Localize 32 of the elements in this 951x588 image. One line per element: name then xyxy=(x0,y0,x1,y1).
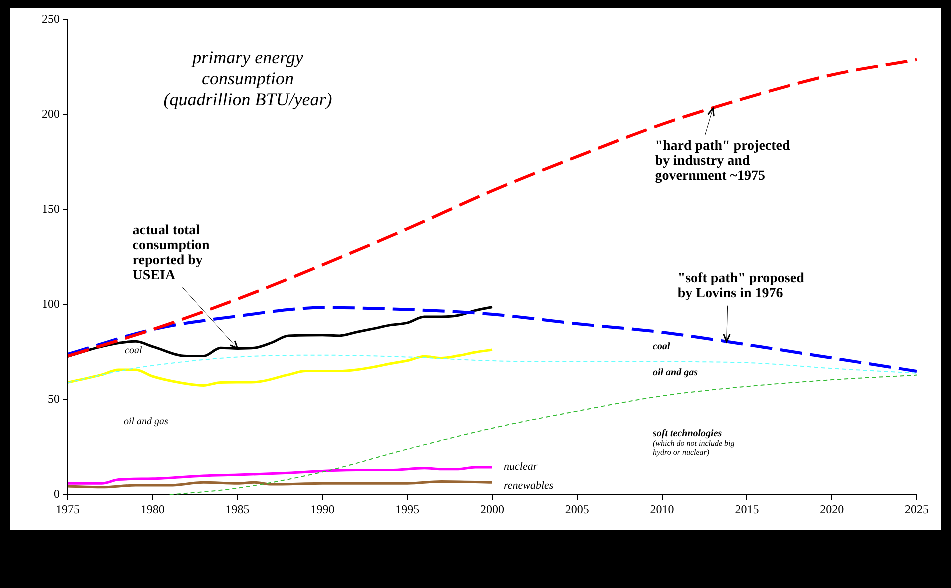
annotation: renewables xyxy=(504,480,554,492)
x-tick-label: 2005 xyxy=(565,502,590,516)
line-series xyxy=(68,354,917,384)
y-tick-label: 100 xyxy=(42,297,60,312)
annotation: oil and gas xyxy=(653,368,698,379)
line-series xyxy=(68,466,494,485)
annotation: (which do not include big hydro or nuclear) xyxy=(653,439,735,458)
x-tick-label: 1990 xyxy=(310,502,335,516)
y-tick-label: 150 xyxy=(42,202,60,216)
x-tick-label: 2000 xyxy=(480,502,504,516)
y-tick-label: 0 xyxy=(54,487,60,502)
annotation: soft technologies xyxy=(652,428,722,440)
x-tick-label: 2010 xyxy=(650,502,674,516)
annotation: oil and gas xyxy=(124,416,169,428)
line-series xyxy=(68,348,494,387)
x-tick-label: 2015 xyxy=(735,502,760,516)
x-tick-label: 2025 xyxy=(905,502,929,516)
annotation: coal xyxy=(125,346,142,357)
annotation: actual total consumption reported by USEIA xyxy=(132,223,210,284)
y-tick-label: 200 xyxy=(42,107,60,122)
y-tick-label: 50 xyxy=(48,392,60,406)
x-tick-label: 1995 xyxy=(396,502,420,516)
x-tick-label: 1975 xyxy=(56,502,80,516)
y-tick-label: 250 xyxy=(42,12,60,26)
annotation: nuclear xyxy=(504,460,538,473)
annotation: coal xyxy=(653,342,670,353)
x-tick-label: 2020 xyxy=(820,502,844,516)
annotation: "hard path" projected by industry and government ~1975 xyxy=(655,139,791,184)
x-tick-label: 1985 xyxy=(226,502,250,516)
text: primary energy consumption (quadrillion BTU/year) xyxy=(164,48,332,110)
x-tick-label: 1980 xyxy=(140,502,165,516)
annotation: "soft path" proposed by Lovins in 1976 xyxy=(678,271,805,302)
